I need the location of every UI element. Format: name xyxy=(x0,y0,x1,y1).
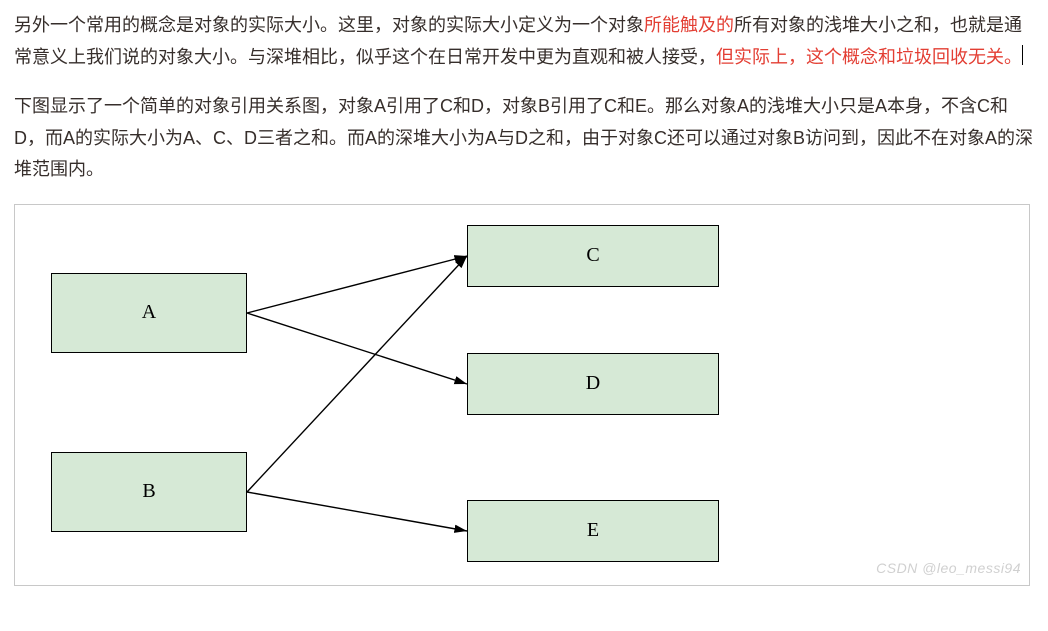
paragraph-1: 另外一个常用的概念是对象的实际大小。这里，对象的实际大小定义为一个对象所能触及的… xyxy=(14,10,1034,73)
node-A: A xyxy=(51,273,247,353)
edge-B-E xyxy=(247,492,467,531)
reference-diagram: CSDN @leo_messi94 A B C D E xyxy=(14,204,1030,586)
node-C: C xyxy=(467,225,719,287)
node-D: D xyxy=(467,353,719,415)
edge-A-C xyxy=(247,256,467,313)
p1-seg1: 另外一个常用的概念是对象的实际大小。这里，对象的实际大小定义为一个对象 xyxy=(14,15,644,35)
watermark: CSDN @leo_messi94 xyxy=(876,556,1021,581)
paragraph-2: 下图显示了一个简单的对象引用关系图，对象A引用了C和D，对象B引用了C和E。那么… xyxy=(14,91,1034,186)
text-cursor xyxy=(1022,45,1023,65)
node-E: E xyxy=(467,500,719,562)
node-B: B xyxy=(51,452,247,532)
p1-hl1: 所能触及的 xyxy=(644,15,734,35)
p1-hl2: 但实际上，这个概念和垃圾回收无关。 xyxy=(716,47,1022,67)
